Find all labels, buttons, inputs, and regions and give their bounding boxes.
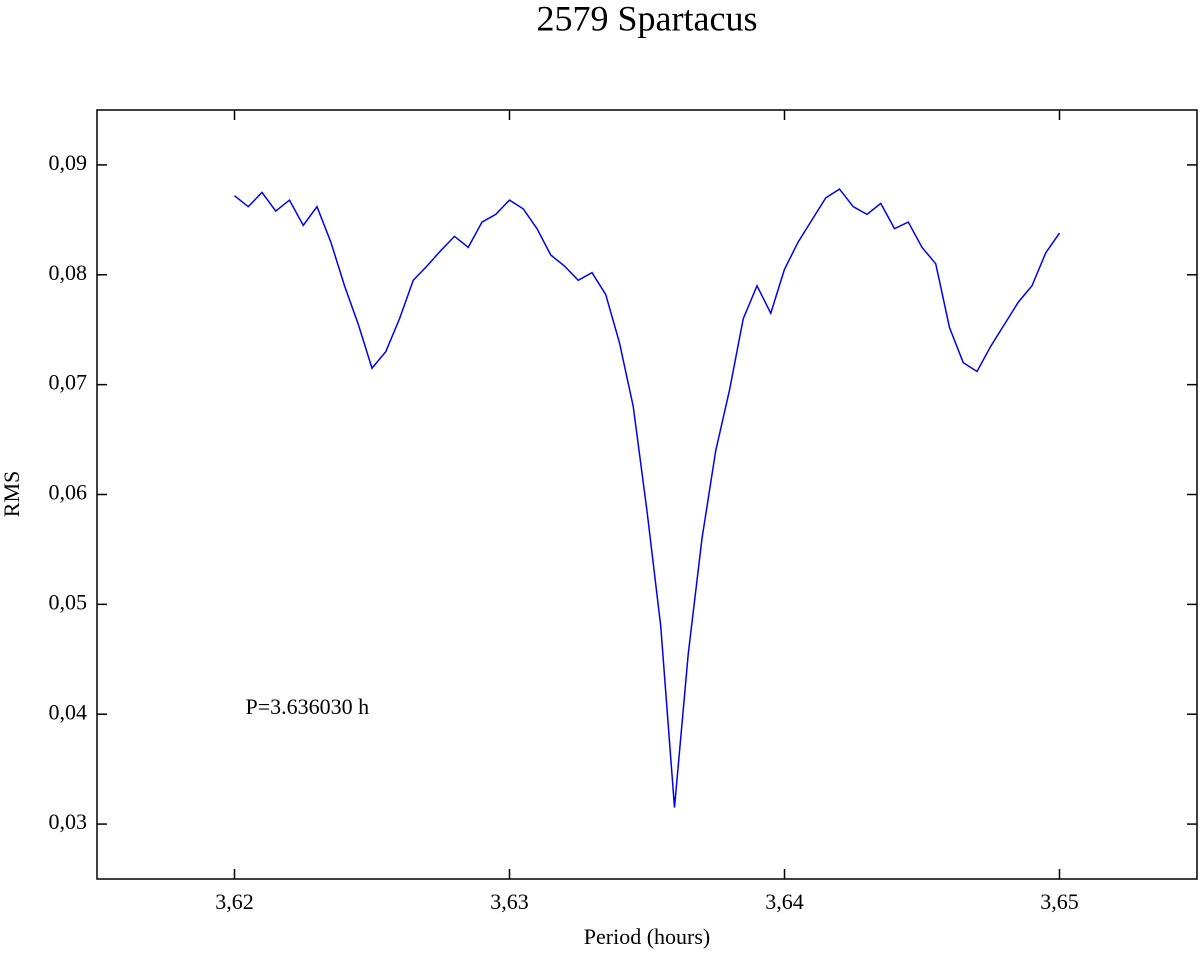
y-tick-label: 0,07 xyxy=(49,370,88,395)
y-tick-label: 0,08 xyxy=(49,260,88,285)
x-tick-label: 3,62 xyxy=(215,889,254,914)
data-line xyxy=(234,188,1061,808)
y-tick-label: 0,06 xyxy=(49,480,88,505)
y-tick-label: 0,05 xyxy=(49,589,88,614)
y-tick-label: 0,04 xyxy=(49,699,88,724)
x-tick-label: 3,64 xyxy=(765,889,804,914)
x-axis-label: Period (hours) xyxy=(584,924,710,949)
annotation: P=3.636030 h xyxy=(246,694,370,719)
plot-frame xyxy=(96,109,1198,880)
y-tick-label: 0,03 xyxy=(49,809,88,834)
y-axis-label: RMS xyxy=(0,471,24,517)
chart-title: 2579 Spartacus xyxy=(537,0,758,38)
x-tick-label: 3,65 xyxy=(1040,889,1079,914)
x-tick-label: 3,63 xyxy=(490,889,529,914)
y-tick-label: 0,09 xyxy=(49,150,88,175)
